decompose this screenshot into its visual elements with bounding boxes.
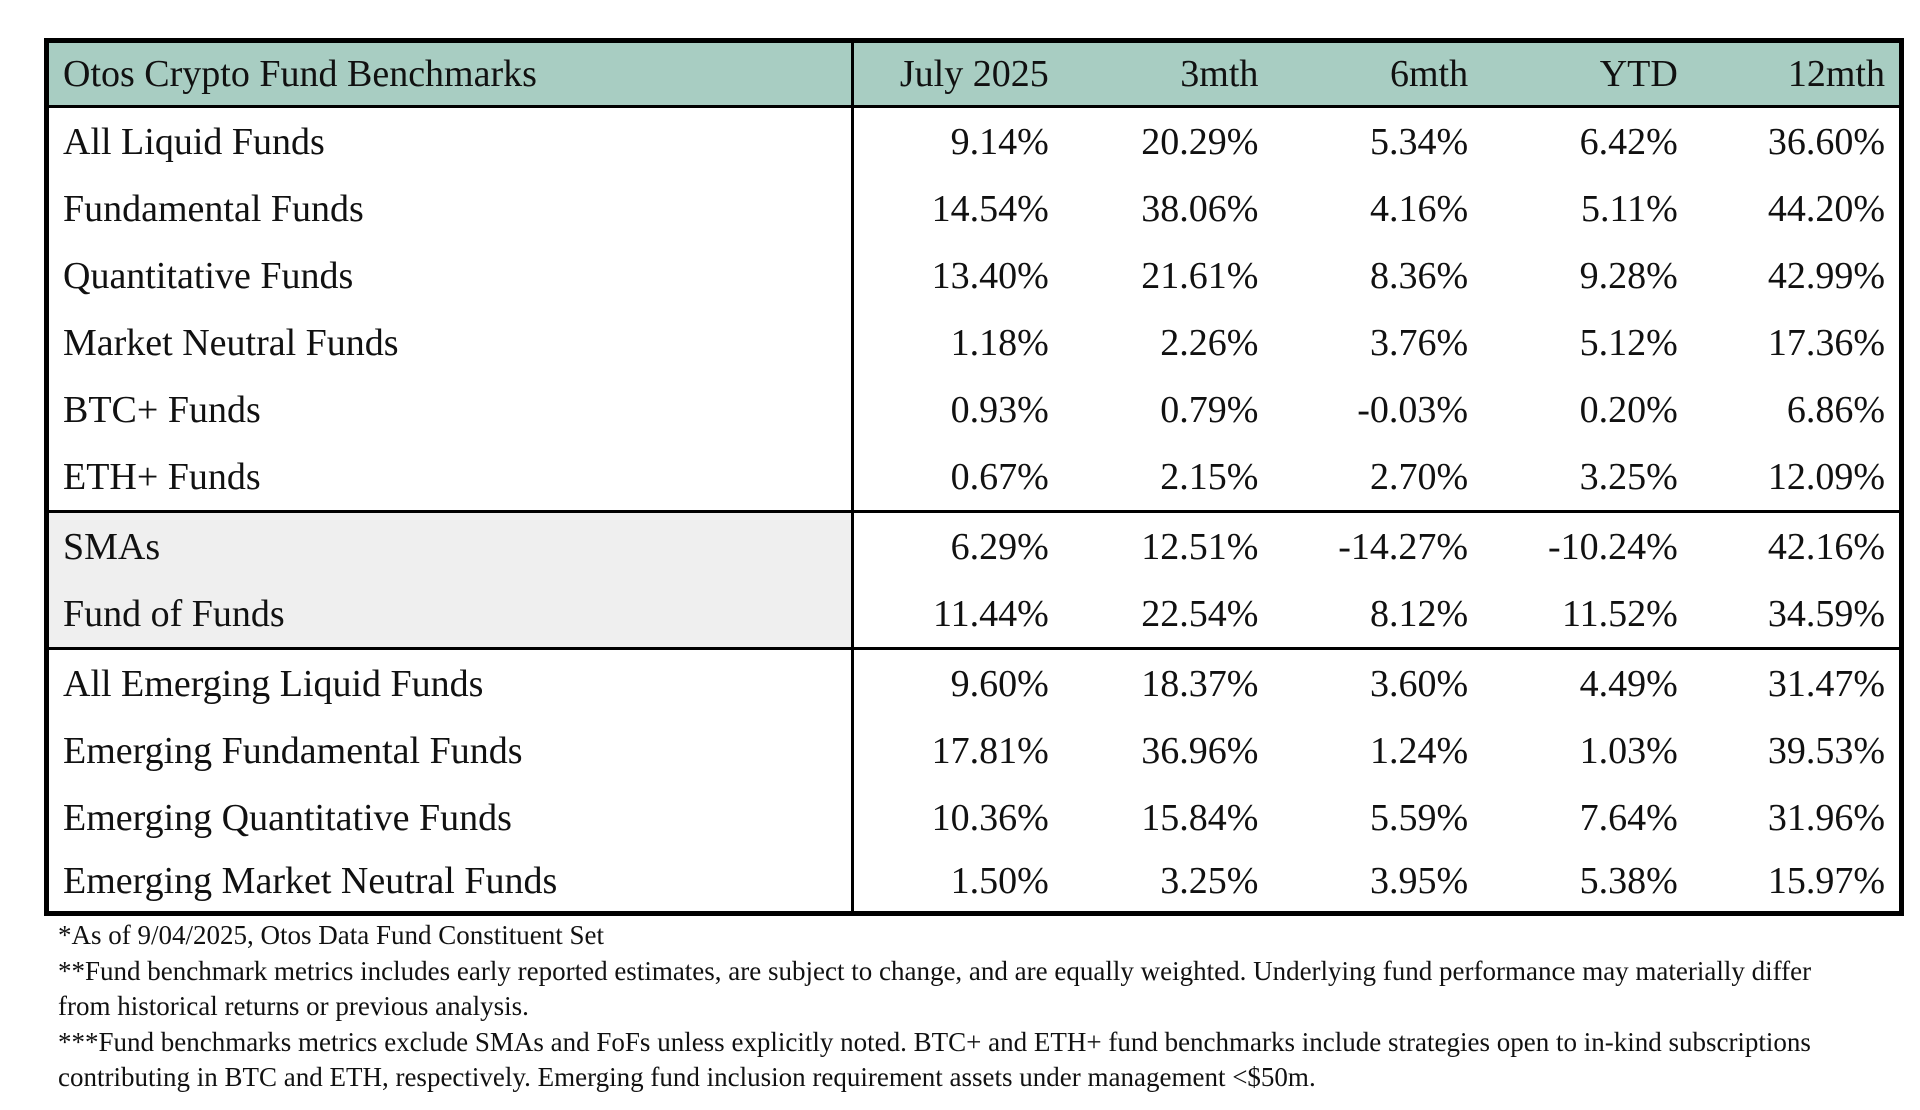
value-cell: 0.93% — [950, 388, 1049, 431]
value-cell: 31.47% — [1691, 647, 1902, 717]
value-cell: 44.20% — [1767, 187, 1885, 230]
value-cell: 3.76% — [1369, 321, 1469, 364]
table-row: ETH+ Funds 0.67% 2.15% 2.70% 3.25% 12.09% — [46, 443, 1902, 512]
value-cell: 42.99% — [1767, 254, 1885, 297]
value-cell: 11.52% — [1562, 592, 1678, 635]
footnotes: *As of 9/04/2025, Otos Data Fund Constit… — [58, 918, 1858, 1096]
value-cell: 36.60% — [1767, 120, 1885, 163]
row-label: Emerging Fundamental Funds — [46, 717, 855, 784]
value-cell: 5.38% — [1579, 860, 1678, 902]
table-row: Market Neutral Funds 1.18% 2.26% 3.76% 5.12%… — [46, 309, 1902, 376]
column-header-12mth: 12mth — [1691, 40, 1902, 108]
value-cell: 42.16% — [1691, 510, 1902, 580]
row-label: All Liquid Funds — [46, 106, 855, 175]
value-cell: 5.12% — [1579, 321, 1678, 364]
value-cell: 36.96% — [1141, 729, 1259, 772]
value-cell: 15.97% — [1767, 860, 1885, 902]
table-row: Emerging Quantitative Funds 10.36% 15.84% 5… — [46, 784, 1902, 851]
value-cell: 0.67% — [950, 455, 1049, 498]
value-cell: 39.53% — [1767, 729, 1885, 772]
row-label: Emerging Market Neutral Funds — [46, 851, 855, 914]
row-label: BTC+ Funds — [46, 376, 855, 443]
value-cell: 17.81% — [931, 729, 1049, 772]
value-cell: 12.09% — [1767, 455, 1885, 498]
value-cell: 9.28% — [1579, 254, 1678, 297]
row-label: Quantitative Funds — [46, 242, 855, 309]
value-cell: 11.44% — [933, 592, 1049, 635]
row-label: ETH+ Funds — [46, 443, 855, 512]
value-cell: 14.54% — [931, 187, 1049, 230]
value-cell: 1.03% — [1579, 729, 1678, 772]
column-header-3mth: 3mth — [1062, 40, 1273, 108]
table-row: SMAs 6.29% 12.51% -14.27% -10.24% 42.16% — [46, 510, 1902, 580]
table-row: BTC+ Funds 0.93% 0.79% -0.03% 0.20% 6.86% — [46, 376, 1902, 443]
value-cell: 5.11% — [1581, 187, 1678, 230]
value-cell: -0.03% — [1357, 388, 1469, 431]
value-cell: 9.60% — [852, 647, 1063, 717]
value-cell: 7.64% — [1579, 796, 1678, 839]
value-cell: 2.70% — [1369, 455, 1469, 498]
value-cell: 15.84% — [1141, 796, 1259, 839]
table-title: Otos Crypto Fund Benchmarks — [46, 40, 855, 108]
value-cell: 0.20% — [1579, 388, 1678, 431]
value-cell: 34.59% — [1767, 592, 1885, 635]
value-cell: 8.36% — [1369, 254, 1469, 297]
value-cell: 0.79% — [1160, 388, 1259, 431]
row-label: Fund of Funds — [46, 580, 855, 649]
table-row: Fund of Funds 11.44% 22.54% 8.12% 11.52% 34.5… — [46, 580, 1902, 649]
value-cell: 3.95% — [1369, 860, 1469, 902]
row-label: Fundamental Funds — [46, 175, 855, 242]
value-cell: 6.29% — [852, 510, 1063, 580]
value-cell: 1.18% — [950, 321, 1049, 364]
value-cell: 12.51% — [1062, 510, 1273, 580]
column-header-july-2025: July 2025 — [852, 40, 1063, 108]
footnote-as-of: *As of 9/04/2025, Otos Data Fund Constit… — [58, 920, 604, 950]
value-cell: 38.06% — [1141, 187, 1259, 230]
table-row: Quantitative Funds 13.40% 21.61% 8.36% 9.28%… — [46, 242, 1902, 309]
value-cell: 6.42% — [1579, 120, 1678, 163]
header-row: Otos Crypto Fund Benchmarks July 2025 3m… — [46, 40, 1902, 108]
table-body: All Liquid Funds 9.14% 20.29% 5.34% 6.42% 36.… — [46, 106, 1902, 914]
value-cell: 9.14% — [950, 120, 1049, 163]
value-cell: 5.34% — [1369, 120, 1469, 163]
table-row: All Liquid Funds 9.14% 20.29% 5.34% 6.42% 36.… — [46, 106, 1902, 175]
value-cell: 18.37% — [1062, 647, 1273, 717]
value-cell: 1.50% — [950, 860, 1049, 902]
footnote-methodology: **Fund benchmark metrics includes early … — [58, 955, 1812, 1022]
value-cell: 17.36% — [1767, 321, 1885, 364]
value-cell: 4.49% — [1482, 647, 1692, 717]
table-row: All Emerging Liquid Funds 9.60% 18.37% 3.60… — [46, 647, 1902, 717]
value-cell: 22.54% — [1141, 592, 1259, 635]
value-cell: 10.36% — [931, 796, 1049, 839]
value-cell: 31.96% — [1767, 796, 1885, 839]
table-row: Emerging Fundamental Funds 17.81% 36.96% 1.… — [46, 717, 1902, 784]
value-cell: -14.27% — [1272, 510, 1483, 580]
value-cell: 2.15% — [1160, 455, 1259, 498]
value-cell: 4.16% — [1369, 187, 1469, 230]
value-cell: 3.25% — [1160, 860, 1259, 902]
row-label: Emerging Quantitative Funds — [46, 784, 855, 851]
value-cell: 1.24% — [1369, 729, 1469, 772]
value-cell: 8.12% — [1369, 592, 1469, 635]
value-cell: 20.29% — [1141, 120, 1259, 163]
value-cell: 5.59% — [1369, 796, 1469, 839]
value-cell: 6.86% — [1786, 388, 1885, 431]
column-header-ytd: YTD — [1482, 40, 1692, 108]
value-cell: 21.61% — [1141, 254, 1259, 297]
value-cell: 3.25% — [1579, 455, 1678, 498]
footnote-exclusions: ***Fund benchmarks metrics exclude SMAs … — [58, 1026, 1811, 1093]
column-header-6mth: 6mth — [1272, 40, 1483, 108]
value-cell: 2.26% — [1160, 321, 1259, 364]
value-cell: -10.24% — [1482, 510, 1692, 580]
row-label: Market Neutral Funds — [46, 309, 855, 376]
table-row: Fundamental Funds 14.54% 38.06% 4.16% 5.11% 4… — [46, 175, 1902, 242]
table-row: Emerging Market Neutral Funds 1.50% 3.25% 3… — [46, 851, 1902, 914]
value-cell: 13.40% — [931, 254, 1049, 297]
value-cell: 3.60% — [1272, 647, 1483, 717]
row-label: All Emerging Liquid Funds — [46, 647, 855, 717]
row-label: SMAs — [46, 510, 855, 580]
benchmarks-table: Otos Crypto Fund Benchmarks July 2025 3m… — [44, 38, 1904, 916]
